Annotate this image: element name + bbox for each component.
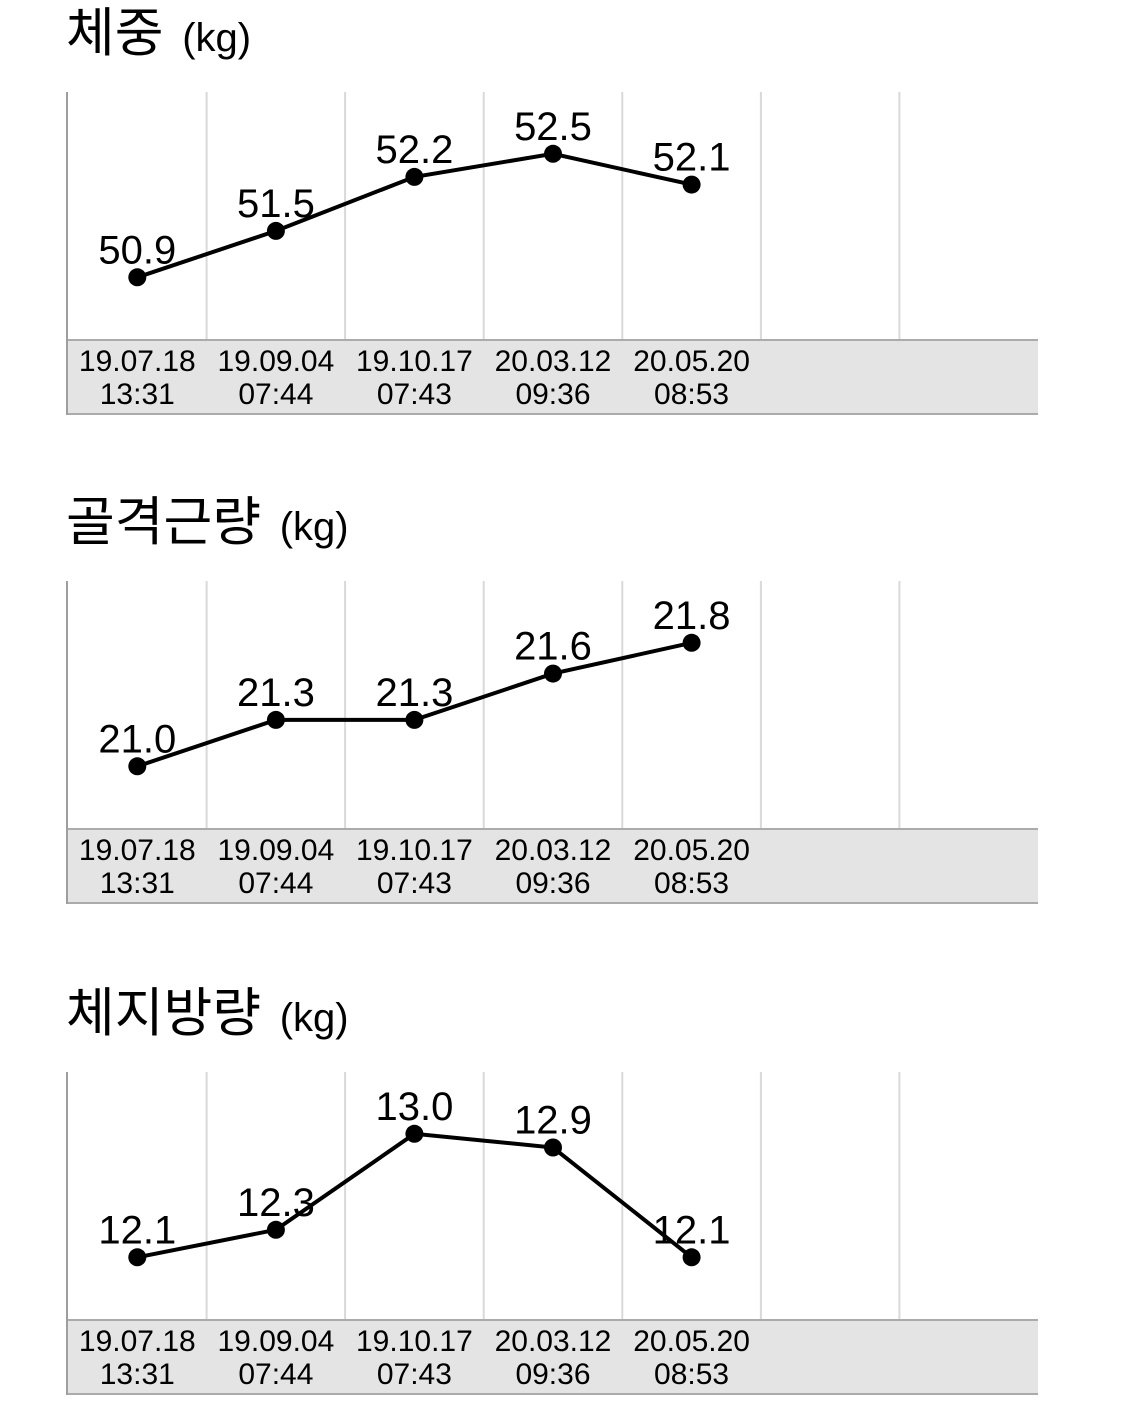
- x-axis-date: 19.10.17: [356, 834, 473, 867]
- x-axis-date: 20.05.20: [633, 834, 750, 867]
- x-axis-time: 09:36: [515, 1358, 591, 1391]
- data-label: 52.5: [514, 105, 592, 149]
- data-label: 21.8: [653, 594, 731, 638]
- x-axis-time: 09:36: [515, 867, 591, 900]
- body-fat-chart-title-unit: (kg): [279, 996, 349, 1040]
- x-axis-date: 19.07.18: [78, 1325, 196, 1358]
- x-axis-label: 20.05.20 08:53: [622, 345, 761, 411]
- x-axis-label: 20.05.20 08:53: [622, 834, 761, 900]
- data-point: [682, 1248, 701, 1267]
- x-axis-date: 20.05.20: [633, 345, 750, 378]
- x-axis-time: 13:31: [99, 867, 175, 900]
- x-axis-date: 19.10.17: [356, 1325, 473, 1358]
- x-axis-date: 19.10.17: [356, 345, 473, 378]
- x-axis-label: 20.03.12 09:36: [484, 345, 623, 411]
- x-axis-time: 07:43: [376, 867, 452, 900]
- data-label: 12.3: [237, 1181, 315, 1225]
- data-label: 21.0: [98, 717, 176, 761]
- body-fat-chart-area: 12.1 12.3 13.0 12.9 12.1 19.07.18 13:31 19.09.…: [66, 1072, 1038, 1395]
- weight-chart-section: 체중 (kg) 50.9 51.5 52.2 52.5 52.1 19.07.18 13:…: [0, 0, 1125, 415]
- skeletal-muscle-x-axis-band: 19.07.18 13:31 19.09.04 07:44 19.10.17 07:43 2…: [68, 828, 1038, 904]
- data-point: [544, 664, 562, 683]
- data-point: [405, 710, 424, 729]
- data-label: 12.9: [514, 1099, 592, 1143]
- data-point: [405, 1124, 424, 1143]
- x-axis-time: 07:44: [238, 1358, 314, 1391]
- data-label: 52.2: [375, 128, 453, 172]
- x-axis-date: 19.09.04: [217, 834, 335, 867]
- data-label: 12.1: [653, 1208, 731, 1252]
- body-fat-line-plot: 12.1 12.3 13.0 12.9 12.1: [68, 1072, 1038, 1319]
- x-axis-label: 19.09.04 07:44: [207, 834, 346, 900]
- x-axis-date: 19.07.18: [78, 834, 196, 867]
- x-axis-label: 19.07.18 13:31: [68, 834, 207, 900]
- data-label: 52.1: [653, 136, 731, 180]
- x-axis-time: 08:53: [654, 867, 730, 900]
- x-axis-date: 19.07.18: [78, 345, 196, 378]
- skeletal-muscle-chart-area: 21.0 21.3 21.3 21.6 21.8 19.07.18 13:31 19.09.…: [66, 581, 1038, 904]
- x-axis-time: 07:44: [238, 378, 314, 411]
- x-axis-time: 07:44: [238, 867, 314, 900]
- data-label: 13.0: [375, 1085, 453, 1129]
- data-point: [266, 1220, 285, 1239]
- x-axis-time: 07:43: [376, 1358, 452, 1391]
- data-point: [128, 757, 147, 776]
- data-point: [405, 167, 424, 186]
- skeletal-muscle-chart-title-text: 골격근량: [66, 493, 262, 552]
- data-point: [544, 1138, 562, 1157]
- weight-chart-title-unit: (kg): [182, 16, 252, 60]
- data-point: [266, 710, 285, 729]
- skeletal-muscle-chart-title-unit: (kg): [279, 505, 349, 549]
- skeletal-muscle-chart-section: 골격근량 (kg) 21.0 21.3 21.3 21.6 21.8 19.07.18 1…: [0, 489, 1125, 904]
- x-axis-label: 19.07.18 13:31: [68, 345, 207, 411]
- x-axis-label: 20.03.12 09:36: [484, 1325, 623, 1391]
- x-axis-time: 13:31: [99, 378, 175, 411]
- data-label: 50.9: [98, 228, 176, 272]
- x-axis-date: 19.09.04: [217, 345, 335, 378]
- x-axis-label: 19.09.04 07:44: [207, 345, 346, 411]
- x-axis-date: 20.03.12: [494, 834, 612, 867]
- body-fat-x-axis-band: 19.07.18 13:31 19.09.04 07:44 19.10.17 07:43 2…: [68, 1319, 1038, 1395]
- x-axis-date: 20.03.12: [494, 1325, 612, 1358]
- x-axis-time: 08:53: [654, 378, 730, 411]
- x-axis-label: 20.03.12 09:36: [484, 834, 623, 900]
- data-point: [128, 268, 147, 287]
- skeletal-muscle-line-plot: 21.0 21.3 21.3 21.6 21.8: [68, 581, 1038, 828]
- x-axis-label: 19.10.17 07:43: [345, 834, 484, 900]
- weight-x-axis-band: 19.07.18 13:31 19.09.04 07:44 19.10.17 07:43 2…: [68, 339, 1038, 415]
- x-axis-label: 19.09.04 07:44: [207, 1325, 346, 1391]
- data-label: 21.6: [514, 625, 592, 669]
- weight-chart-title-text: 체중: [66, 4, 164, 63]
- weight-line-plot: 50.9 51.5 52.2 52.5 52.1: [68, 92, 1038, 339]
- data-label: 21.3: [375, 671, 453, 715]
- x-axis-date: 19.09.04: [217, 1325, 335, 1358]
- data-label: 51.5: [237, 182, 315, 226]
- data-point: [682, 633, 701, 652]
- data-label: 12.1: [98, 1208, 176, 1252]
- skeletal-muscle-chart-title: 골격근량 (kg): [66, 493, 349, 554]
- data-point: [266, 221, 285, 240]
- x-axis-time: 08:53: [654, 1358, 730, 1391]
- weight-chart-title: 체중 (kg): [66, 4, 251, 65]
- x-axis-time: 07:43: [376, 378, 452, 411]
- x-axis-label: 19.10.17 07:43: [345, 1325, 484, 1391]
- body-fat-chart-section: 체지방량 (kg) 12.1 12.3 13.0 12.9 12.1 19.07.18 1…: [0, 980, 1125, 1395]
- data-point: [682, 175, 701, 194]
- x-axis-time: 13:31: [99, 1358, 175, 1391]
- body-fat-chart-title: 체지방량 (kg): [66, 984, 349, 1045]
- data-point: [128, 1248, 147, 1267]
- data-line: [136, 1131, 693, 1260]
- x-axis-label: 20.05.20 08:53: [622, 1325, 761, 1391]
- data-label: 21.3: [237, 671, 315, 715]
- x-axis-date: 20.03.12: [494, 345, 612, 378]
- x-axis-label: 19.10.17 07:43: [345, 345, 484, 411]
- data-point: [544, 144, 562, 163]
- body-fat-chart-title-text: 체지방량: [66, 984, 262, 1043]
- x-axis-time: 09:36: [515, 378, 591, 411]
- x-axis-label: 19.07.18 13:31: [68, 1325, 207, 1391]
- x-axis-date: 20.05.20: [633, 1325, 750, 1358]
- weight-chart-area: 50.9 51.5 52.2 52.5 52.1 19.07.18 13:31 19.09.…: [66, 92, 1038, 415]
